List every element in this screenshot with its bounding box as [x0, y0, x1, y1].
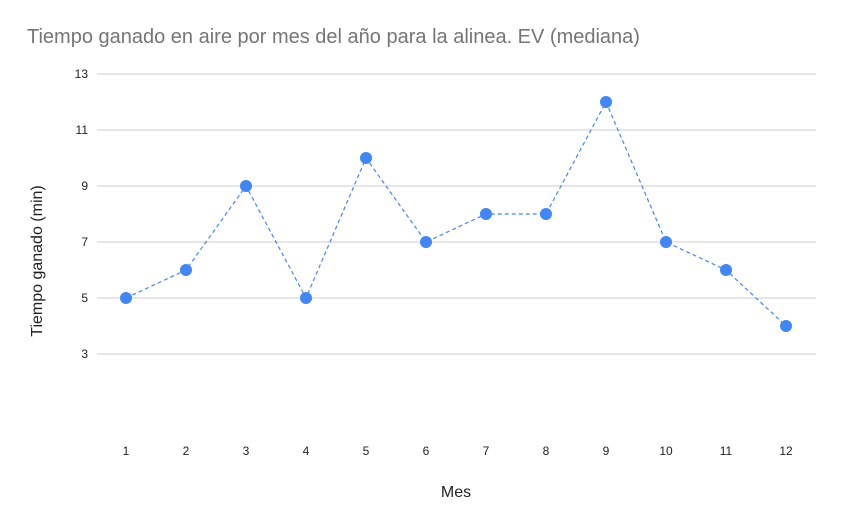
y-axis-ticks: 3 5 7 9 11 13 — [75, 67, 89, 361]
x-axis-ticks: 1 2 3 4 5 6 7 8 9 10 11 12 — [123, 444, 793, 458]
data-point — [180, 264, 192, 276]
x-tick-label: 2 — [183, 444, 190, 458]
gridlines — [97, 73, 816, 355]
x-tick-label: 8 — [543, 444, 550, 458]
x-tick-label: 4 — [303, 444, 310, 458]
x-tick-label: 12 — [779, 444, 793, 458]
data-point — [300, 292, 312, 304]
y-tick-label: 9 — [81, 179, 88, 193]
x-tick-label: 11 — [720, 444, 733, 458]
x-tick-label: 10 — [659, 444, 673, 458]
y-tick-label: 7 — [81, 235, 88, 249]
y-tick-label: 3 — [81, 347, 88, 361]
data-point — [660, 236, 672, 248]
data-point — [120, 292, 132, 304]
x-axis-label: Mes — [441, 484, 471, 501]
x-tick-label: 5 — [363, 444, 370, 458]
y-tick-label: 5 — [81, 291, 88, 305]
x-tick-label: 1 — [123, 444, 130, 458]
chart-title: Tiempo ganado en aire por mes del año pa… — [27, 26, 640, 48]
x-tick-label: 9 — [603, 444, 610, 458]
y-tick-label: 11 — [76, 123, 89, 137]
y-axis-label: Tiempo ganado (min) — [29, 185, 46, 336]
data-point — [600, 96, 612, 108]
series-layer — [120, 96, 792, 332]
x-tick-label: 7 — [483, 444, 490, 458]
x-tick-label: 3 — [243, 444, 250, 458]
x-tick-label: 6 — [423, 444, 430, 458]
data-point — [420, 236, 432, 248]
data-point — [540, 208, 552, 220]
data-point — [720, 264, 732, 276]
data-point — [240, 180, 252, 192]
data-point — [780, 320, 792, 332]
y-tick-label: 13 — [75, 67, 89, 81]
data-point — [360, 152, 372, 164]
data-point — [480, 208, 492, 220]
series-line — [125, 100, 787, 327]
